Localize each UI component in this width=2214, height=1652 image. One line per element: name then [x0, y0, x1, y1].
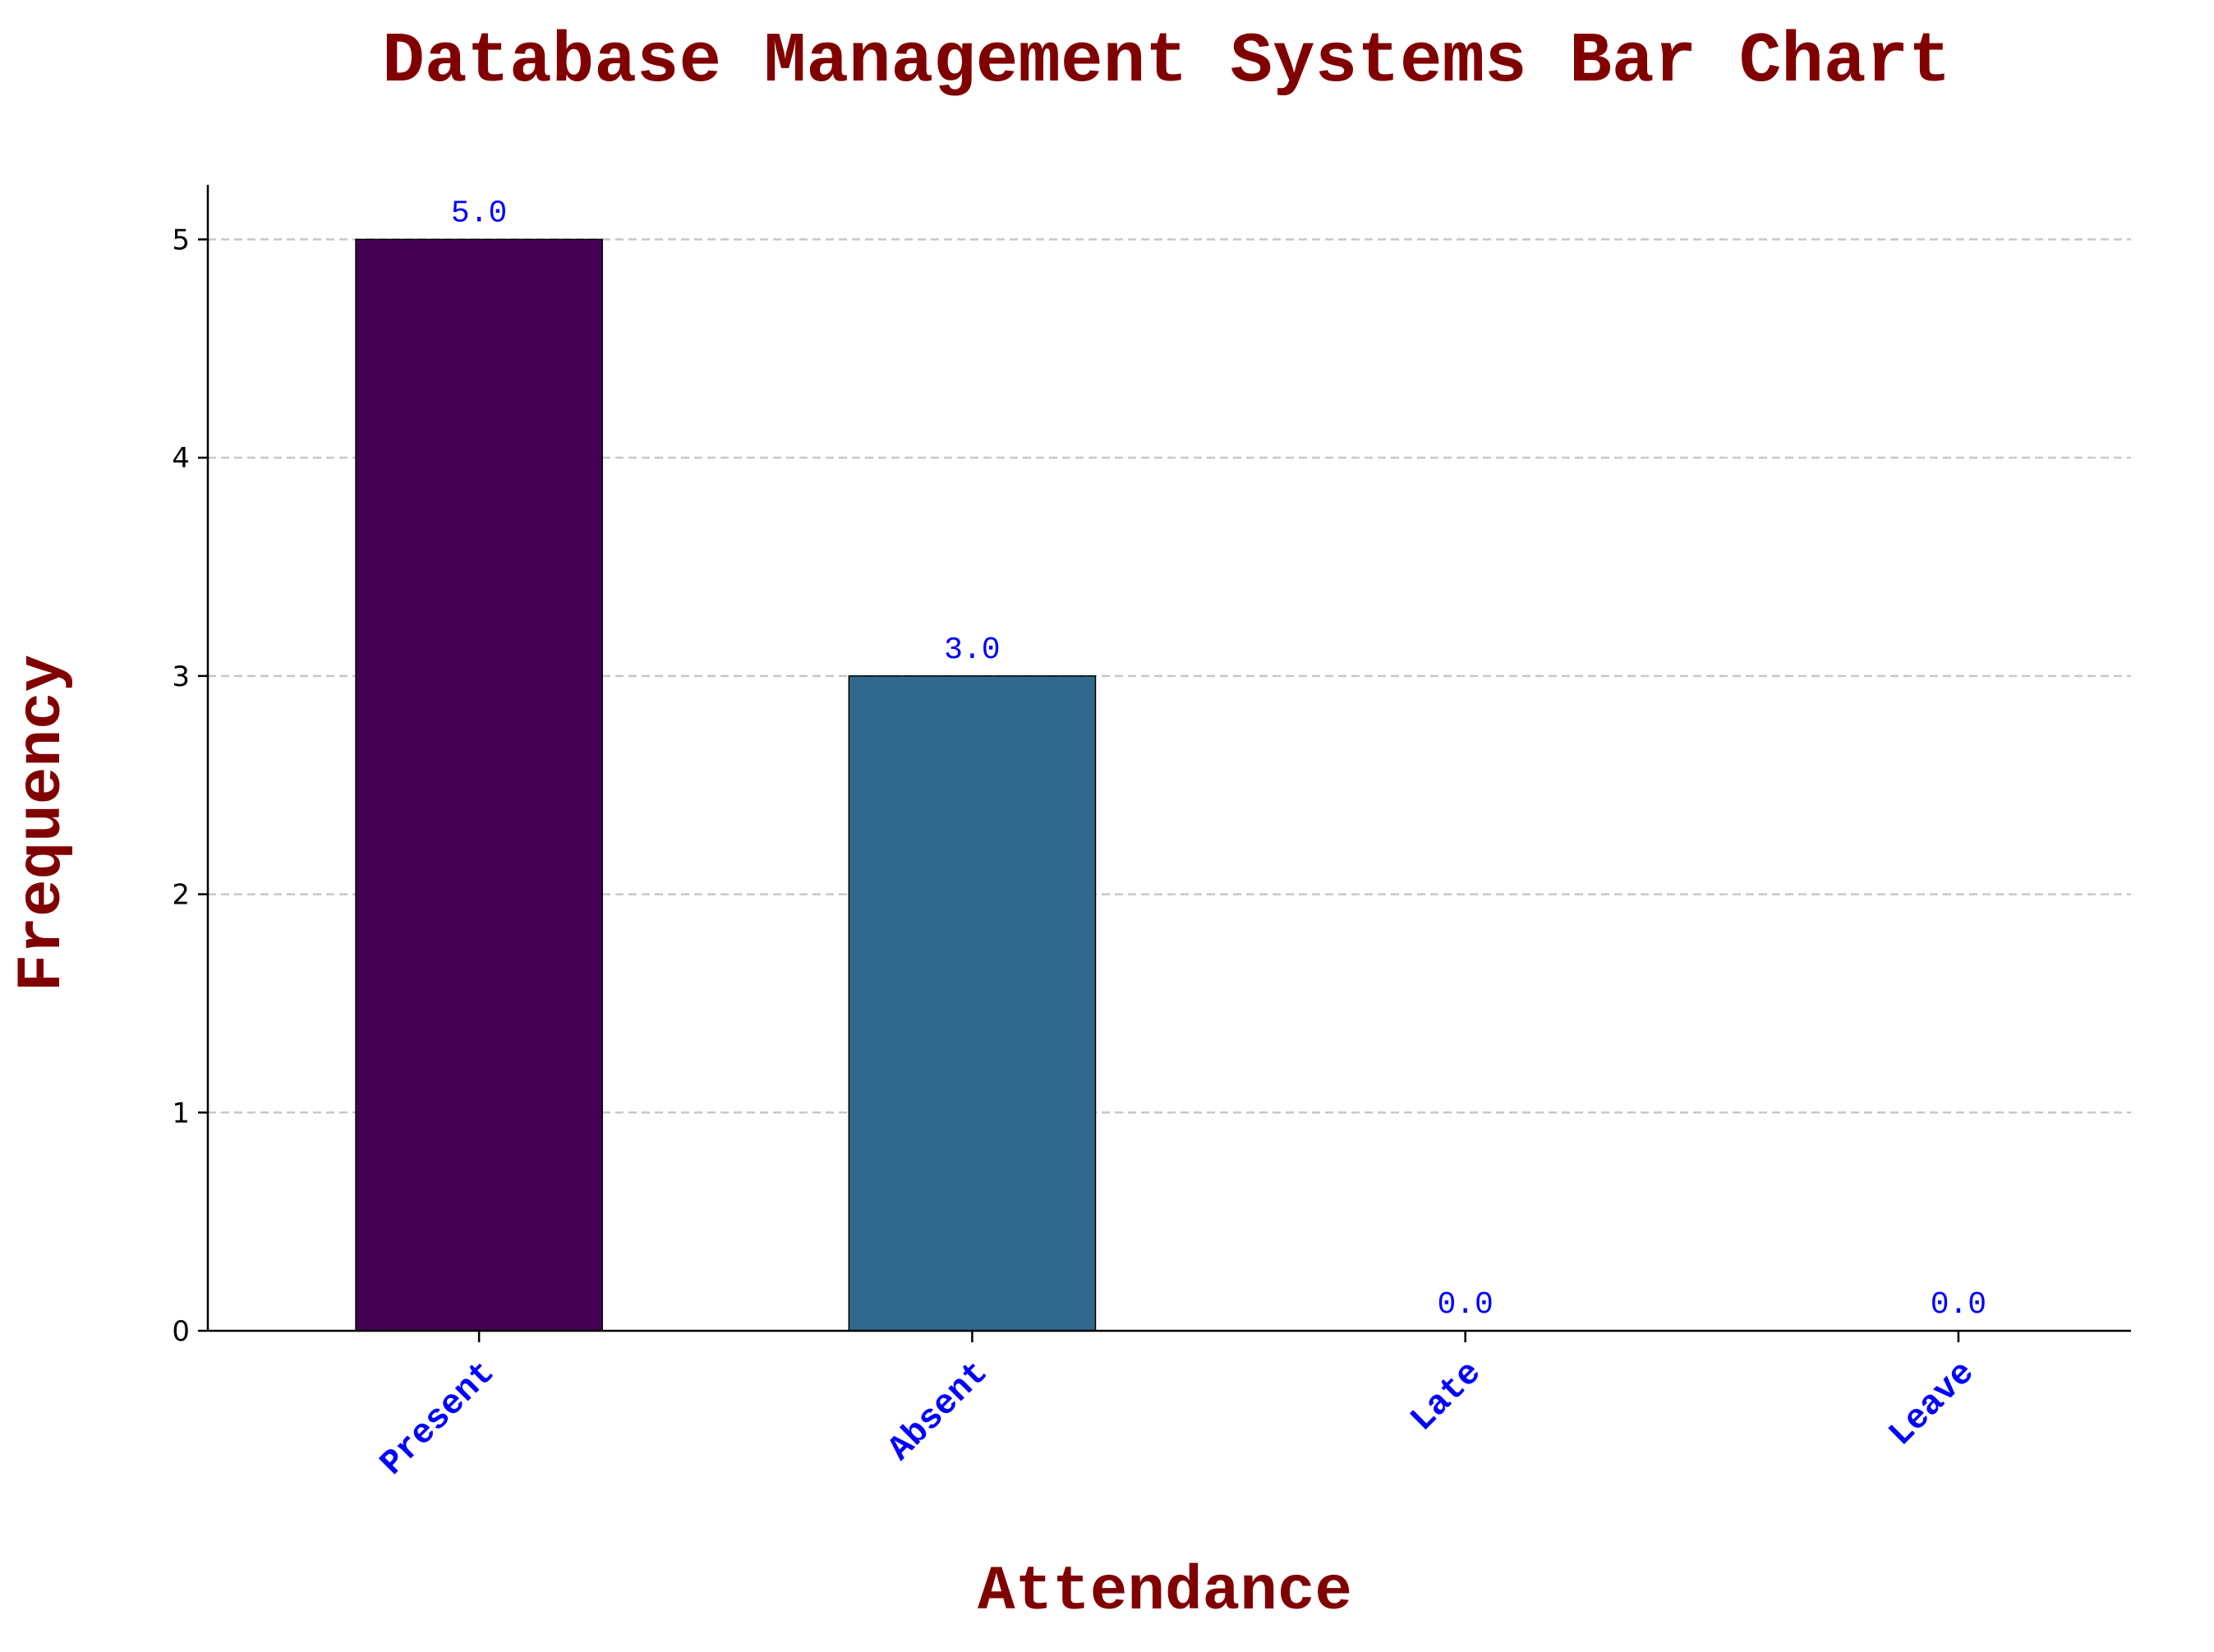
y-tick-label: 0	[172, 1315, 190, 1348]
y-tick-label: 2	[172, 879, 190, 912]
y-axis-label: Frequency	[7, 655, 78, 992]
y-tick-label: 3	[172, 660, 190, 693]
bars	[355, 238, 1097, 1332]
data-label: 0.0	[1437, 1287, 1493, 1323]
chart-title: Database Management Systems Bar Chart	[382, 21, 1951, 102]
data-label: 0.0	[1931, 1287, 1986, 1323]
y-tick-label: 5	[172, 223, 190, 256]
bar-present	[355, 238, 603, 1332]
bar-absent	[848, 675, 1097, 1332]
x-tick-label: Leave	[1881, 1353, 1982, 1454]
axes	[198, 185, 2131, 1342]
y-tick-label: 1	[172, 1097, 190, 1130]
y-tick-label: 4	[172, 442, 190, 475]
x-tick-label: Late	[1403, 1353, 1489, 1439]
x-tick-label: Absent	[881, 1353, 997, 1469]
x-tick-label: Present	[373, 1353, 504, 1484]
data-label: 3.0	[944, 633, 1000, 668]
x-axis-label: Attendance	[978, 1557, 1352, 1627]
data-label: 5.0	[451, 196, 507, 231]
